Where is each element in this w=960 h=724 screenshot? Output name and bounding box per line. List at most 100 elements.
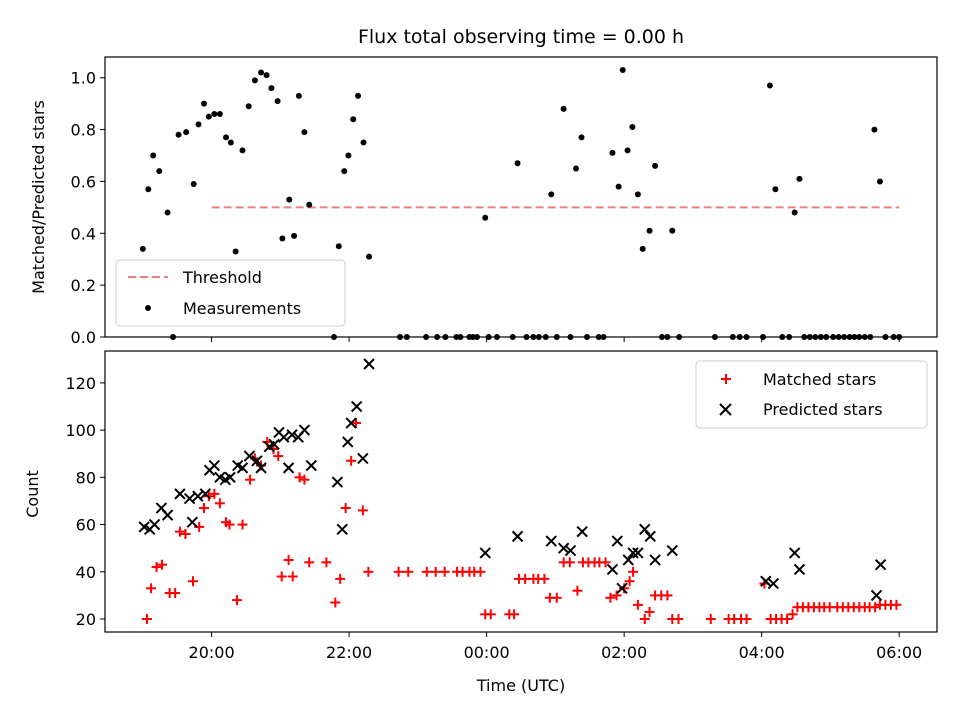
predicted-star-point (363, 358, 375, 370)
predicted-star-point (760, 575, 772, 587)
matched-star-point (611, 590, 622, 601)
bottom-y-tick-label: 60 (76, 516, 96, 535)
predicted-star-point (208, 459, 221, 472)
matched-star-point (363, 566, 374, 577)
matched-star-point (485, 609, 496, 620)
bottom-legend: Matched stars Predicted stars (695, 360, 928, 429)
measurement-point (295, 92, 302, 99)
predicted-star-point (345, 417, 357, 429)
measurement-point (232, 248, 239, 255)
measurement-point (646, 227, 653, 234)
top-y-tick-label: 0.6 (71, 172, 96, 191)
matched-star-point (214, 498, 225, 509)
measurement-point (268, 85, 275, 92)
bottom-y-tick-label: 100 (65, 421, 96, 440)
matched-star-point (199, 503, 210, 514)
legend-matched-swatch (721, 374, 731, 384)
bottom-panel: 20 40 60 80 100 120 20:00 22:00 00:00 02:00 04:00… (23, 350, 938, 695)
predicted-star-point (874, 558, 887, 571)
predicted-star-point (611, 535, 623, 547)
measurement-point (274, 98, 281, 105)
matched-star-point (787, 609, 798, 620)
top-y-tick-label: 1.0 (71, 69, 96, 88)
measurement-point (624, 147, 631, 154)
measurement-point (195, 121, 202, 128)
predicted-star-point (639, 523, 651, 535)
matched-star-point (283, 554, 294, 565)
predicted-star-point (148, 518, 161, 531)
matched-star-point (304, 557, 315, 568)
measurement-point (514, 160, 521, 167)
predicted-star-point (255, 462, 267, 474)
bottom-x-ticks: 20:00 22:00 00:00 02:00 04:00 06:00 (189, 632, 922, 662)
matched-star-point (673, 614, 684, 625)
measurement-point (578, 134, 585, 141)
measurement-point (355, 92, 362, 99)
measurement-point (279, 235, 286, 242)
predicted-star-point (350, 400, 363, 413)
measurement-point (619, 66, 626, 73)
matched-star-point (157, 559, 168, 570)
predicted-star-point (174, 488, 186, 500)
measurement-point (350, 116, 357, 123)
matched-star-point (151, 562, 162, 573)
matched-star-point (605, 592, 616, 603)
matched-star-point (705, 614, 716, 625)
predicted-star-point (479, 547, 491, 559)
legend-predicted-swatch (719, 403, 732, 416)
predicted-star-point (627, 547, 639, 559)
measurement-point (223, 134, 230, 141)
measurement-point (306, 201, 313, 208)
predicted-star-point (511, 530, 524, 543)
predicted-stars-series (138, 358, 887, 602)
matched-star-point (141, 614, 152, 625)
bottom-y-tick-label: 120 (65, 374, 96, 393)
measurement-point (629, 124, 636, 130)
matched-star-point (340, 503, 351, 514)
legend-threshold-label: Threshold (182, 268, 262, 287)
matched-star-point (632, 599, 643, 610)
predicted-star-point (788, 547, 801, 559)
measurement-point (227, 139, 234, 146)
measurement-point (335, 243, 342, 250)
measurement-point (345, 152, 352, 159)
measurement-point (258, 69, 265, 76)
measurement-point (183, 129, 190, 136)
measurement-point (482, 214, 489, 221)
measurement-point (239, 147, 246, 154)
bottom-y-tick-label: 20 (76, 610, 96, 629)
predicted-star-point (606, 563, 619, 576)
measurement-point (301, 129, 308, 136)
matched-star-point (600, 557, 611, 568)
measurement-point (548, 191, 555, 198)
measurement-point (791, 209, 798, 216)
measurement-point (634, 191, 641, 198)
measurement-point (366, 253, 373, 260)
bottom-x-tick-label: 20:00 (189, 643, 235, 662)
predicted-star-point (161, 509, 174, 521)
predicted-star-point (224, 471, 236, 484)
predicted-star-point (632, 547, 644, 559)
matched-star-point (421, 566, 432, 577)
predicted-star-point (298, 424, 311, 436)
measurement-point (216, 111, 223, 118)
measurement-point (360, 139, 367, 146)
matched-star-point (335, 573, 346, 584)
measurement-point (164, 209, 171, 216)
top-y-tick-label: 0.8 (71, 121, 96, 140)
matched-star-point (146, 583, 157, 594)
matched-star-point (180, 529, 191, 540)
matched-star-point (639, 614, 650, 625)
matched-star-point (662, 590, 673, 601)
matched-star-point (350, 418, 361, 429)
matched-star-point (224, 519, 235, 530)
legend-measurements-swatch (145, 305, 151, 311)
matched-star-point (174, 526, 185, 537)
bottom-x-tick-label: 02:00 (601, 643, 647, 662)
measurement-point (251, 77, 258, 84)
matched-star-point (509, 609, 520, 620)
matched-star-point (393, 566, 404, 577)
bottom-x-axis-label: Time (UTC) (476, 676, 565, 695)
matched-star-point (624, 576, 635, 587)
measurement-point (211, 111, 218, 118)
